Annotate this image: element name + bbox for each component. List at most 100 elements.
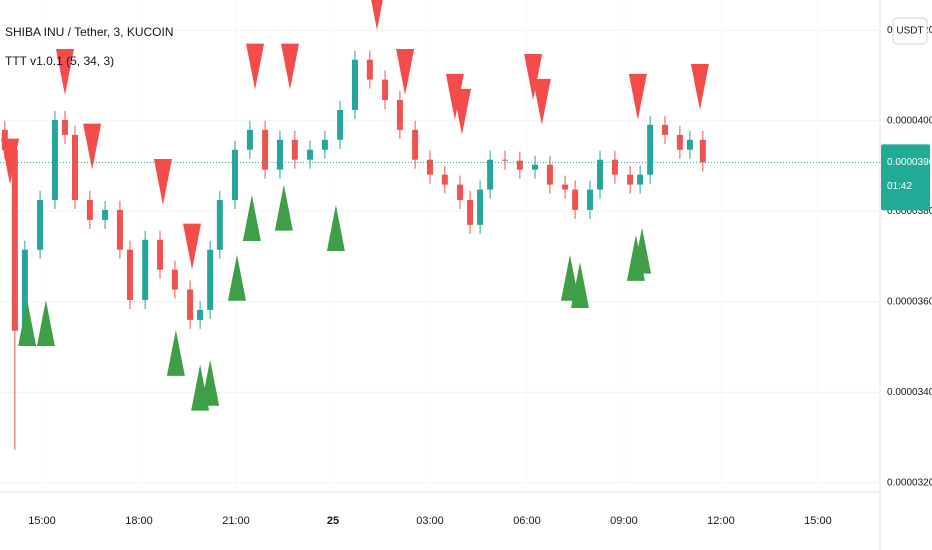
- candle-body: [61, 119, 68, 135]
- candle-body: [441, 174, 448, 185]
- sell-signal: [153, 158, 172, 205]
- candle-body: [157, 239, 164, 270]
- candle-body: [587, 189, 594, 210]
- sell-signal: [280, 43, 299, 90]
- candle-body: [171, 269, 178, 290]
- candle-body: [487, 159, 494, 190]
- candle-body: [102, 209, 109, 220]
- candle-body: [457, 184, 464, 200]
- last-price-badge: [881, 144, 930, 211]
- candle-body: [307, 149, 314, 160]
- candle-body: [207, 249, 214, 310]
- candle-body: [647, 124, 654, 175]
- x-tick-label: 09:00: [610, 515, 638, 527]
- sell-signal: [524, 53, 543, 100]
- buy-signal: [570, 261, 589, 308]
- candle-body: [662, 124, 669, 135]
- candle-body: [246, 129, 253, 150]
- buy-signal: [36, 299, 55, 346]
- y-tick-label: 0.00004000: [887, 115, 932, 126]
- x-tick-label: 21:00: [222, 515, 250, 527]
- x-tick-label: 15:00: [804, 515, 832, 527]
- x-tick-label: 12:00: [707, 515, 735, 527]
- candle-body: [699, 139, 706, 163]
- candle-body: [396, 99, 403, 130]
- x-tick-label: 06:00: [513, 515, 541, 527]
- sell-signal: [246, 43, 265, 90]
- candle-body: [412, 129, 419, 160]
- buy-signal: [18, 299, 37, 346]
- buy-signal: [166, 329, 185, 376]
- candle-body: [611, 159, 618, 175]
- candle-body: [197, 309, 204, 320]
- sell-signal: [1, 138, 20, 185]
- sell-signal: [55, 49, 74, 96]
- candle-body: [477, 189, 484, 225]
- sell-signal: [371, 0, 383, 30]
- candle-body: [11, 149, 18, 331]
- currency-button-label[interactable]: USDT: [896, 26, 923, 37]
- sell-signal: [183, 223, 202, 270]
- sell-signal: [452, 88, 471, 135]
- x-tick-label: 15:00: [28, 515, 56, 527]
- candle-body: [572, 189, 579, 210]
- candle-body: [467, 199, 474, 225]
- candle-body: [51, 119, 58, 200]
- candle-body: [382, 79, 389, 100]
- candle-body: [72, 134, 79, 200]
- sell-signal: [396, 49, 415, 96]
- candle-body: [321, 139, 328, 150]
- candle-body: [686, 139, 693, 150]
- candle-body: [627, 174, 634, 185]
- candle-body: [232, 149, 239, 200]
- candle-body: [426, 159, 433, 175]
- candle-body: [126, 249, 133, 300]
- candle-body: [142, 239, 149, 300]
- candle-body: [86, 199, 93, 220]
- candle-body: [597, 159, 604, 190]
- buy-signal: [274, 184, 293, 231]
- x-tick-label: 25: [327, 515, 339, 527]
- buy-signal: [242, 195, 261, 242]
- currency-button[interactable]: [892, 17, 928, 45]
- candle-body: [291, 139, 298, 160]
- candle-body: [366, 59, 373, 80]
- countdown-label: 01:42: [887, 181, 912, 192]
- candle-body: [337, 109, 344, 140]
- buy-signal: [633, 227, 652, 274]
- candle-body: [676, 134, 683, 150]
- x-tick-label: 03:00: [416, 515, 444, 527]
- chart-title: SHIBA INU / Tether, 3, KUCOIN: [5, 25, 174, 39]
- candle-body: [276, 139, 283, 170]
- candle-body: [216, 199, 223, 250]
- grid: [0, 29, 880, 484]
- sell-signal: [83, 123, 102, 170]
- sell-signal: [628, 73, 647, 120]
- x-tick-label: 18:00: [125, 515, 153, 527]
- candle-body: [637, 174, 644, 185]
- candle-body: [532, 164, 539, 170]
- last-price-label: 0.00003908: [887, 157, 932, 168]
- candle-body: [21, 249, 28, 331]
- candle-body: [116, 209, 123, 250]
- candle-body: [562, 184, 569, 190]
- buy-signal: [227, 254, 246, 301]
- buy-signal: [326, 204, 345, 251]
- candle-body: [501, 159, 508, 161]
- indicator-label: TTT v1.0.1 (5, 34, 3): [5, 54, 114, 68]
- candle-body: [516, 160, 523, 170]
- candle-body: [262, 129, 269, 170]
- plot: [0, 0, 880, 450]
- buy-signal: [560, 254, 579, 301]
- candle-body: [546, 164, 553, 185]
- buy-signal: [201, 359, 220, 406]
- sell-signal: [532, 78, 551, 125]
- candle-body: [37, 199, 44, 250]
